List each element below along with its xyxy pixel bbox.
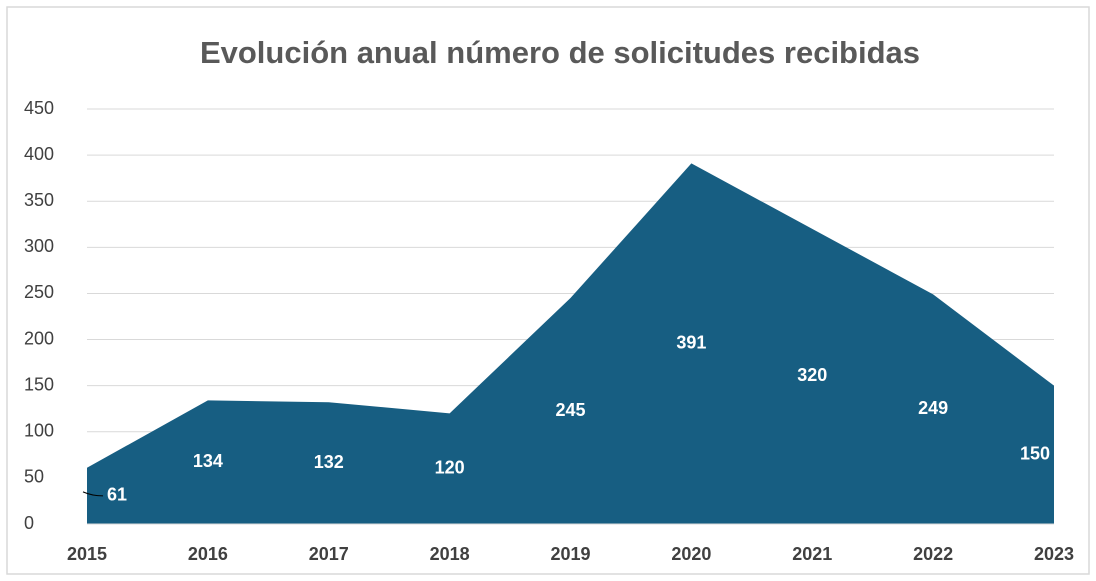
y-tick-label: 400 — [24, 144, 54, 164]
x-tick-label: 2021 — [792, 544, 832, 564]
leader-line — [82, 491, 104, 497]
data-label: 245 — [555, 400, 585, 420]
y-tick-label: 150 — [24, 374, 54, 394]
data-label: 120 — [435, 457, 465, 477]
data-label: 391 — [676, 332, 706, 352]
y-tick-label: 50 — [24, 467, 44, 487]
data-label: 249 — [918, 398, 948, 418]
area — [87, 163, 1054, 524]
y-tick-label: 350 — [24, 190, 54, 210]
x-tick-label: 2018 — [430, 544, 470, 564]
x-tick-label: 2017 — [309, 544, 349, 564]
chart-title: Evolución anual número de solicitudes re… — [200, 35, 920, 70]
x-tick-label: 2020 — [671, 544, 711, 564]
x-tick-label: 2015 — [67, 544, 107, 564]
data-label: 61 — [107, 485, 127, 505]
y-tick-label: 0 — [24, 513, 34, 533]
y-tick-label: 100 — [24, 421, 54, 441]
y-tick-label: 300 — [24, 236, 54, 256]
y-tick-label: 250 — [24, 282, 54, 302]
y-tick-label: 200 — [24, 328, 54, 348]
data-label: 134 — [193, 451, 223, 471]
data-label: 320 — [797, 365, 827, 385]
data-label: 150 — [1020, 444, 1050, 464]
y-tick-label: 450 — [24, 98, 54, 118]
x-tick-label: 2023 — [1034, 544, 1074, 564]
data-label: 132 — [314, 452, 344, 472]
x-tick-label: 2022 — [913, 544, 953, 564]
x-tick-label: 2019 — [550, 544, 590, 564]
x-tick-label: 2016 — [188, 544, 228, 564]
